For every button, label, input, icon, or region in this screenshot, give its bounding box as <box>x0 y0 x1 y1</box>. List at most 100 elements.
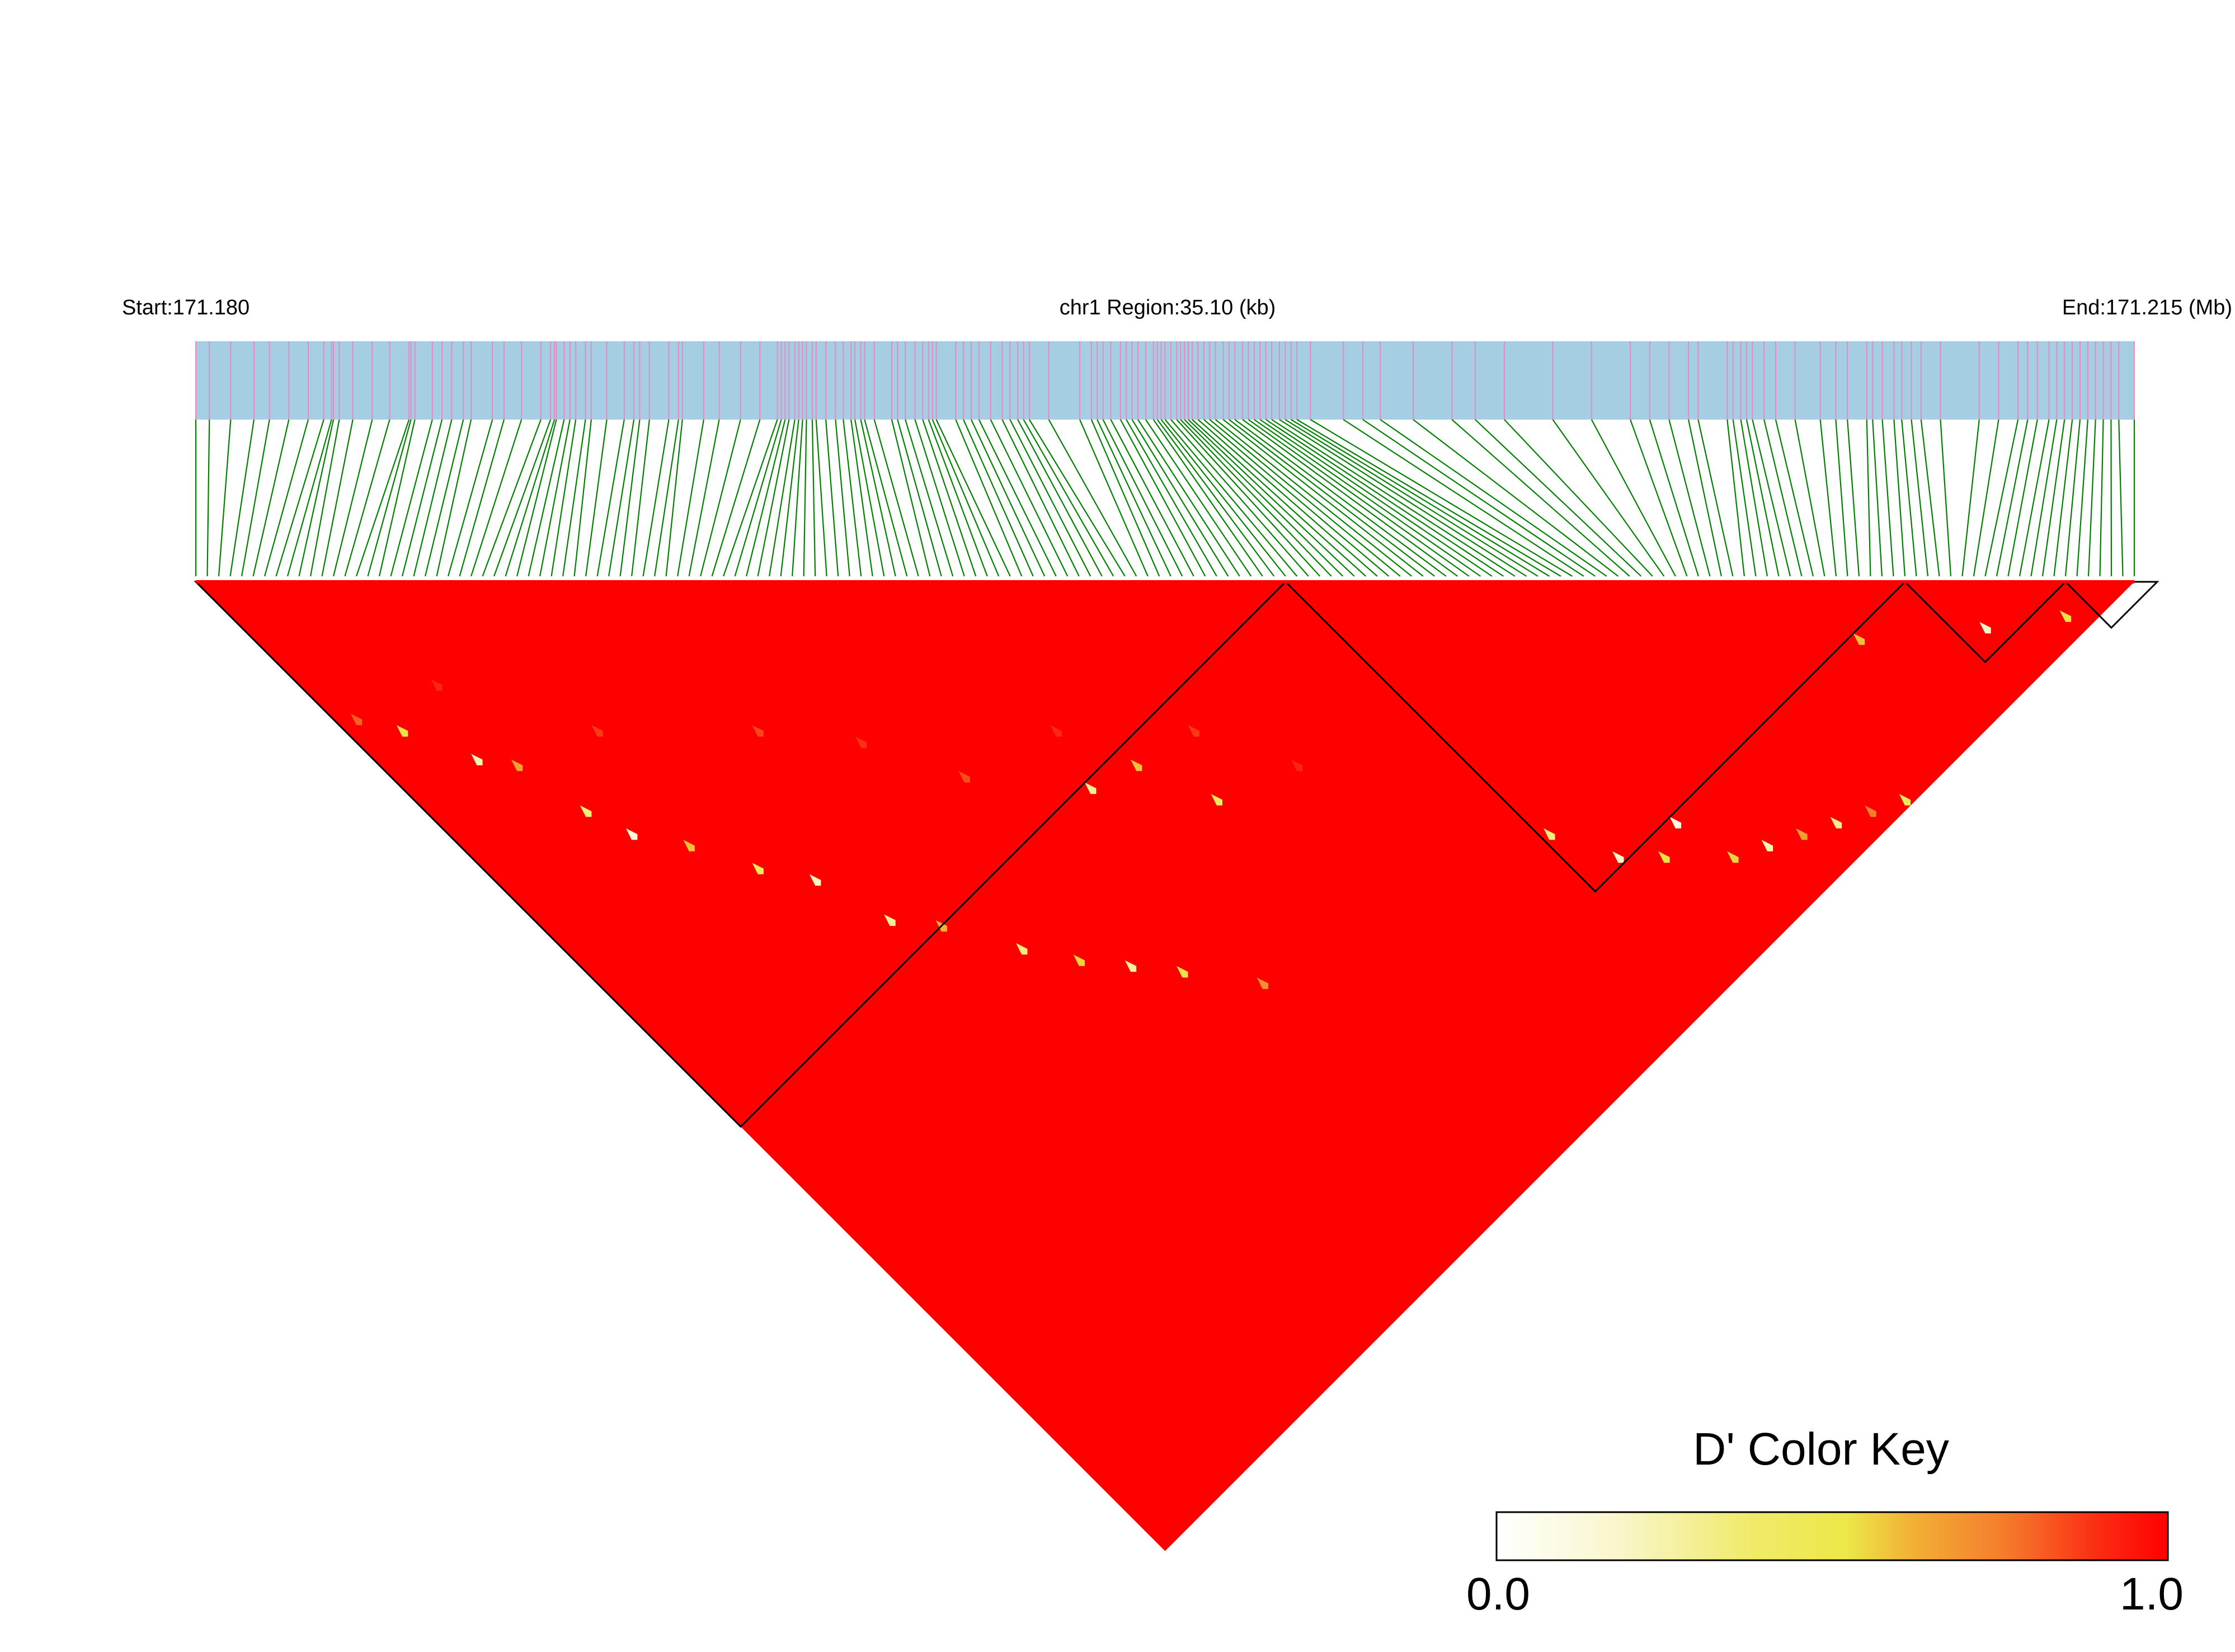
color-key: D' Color Key 0.0 1.0 <box>1466 1424 2184 1620</box>
snp-connector-33 <box>573 419 592 577</box>
snp-connector-113 <box>1259 419 1493 577</box>
snp-connector-126 <box>1475 419 1642 577</box>
snp-connector-30 <box>539 419 571 577</box>
snp-connector-59 <box>850 419 873 577</box>
snp-connector-1 <box>206 419 210 577</box>
ld-cell-22 <box>855 736 867 749</box>
ld-cell-1 <box>396 725 408 737</box>
snp-connector-17 <box>390 419 433 577</box>
snp-connector-78 <box>1009 419 1091 577</box>
snp-connector-79 <box>1017 419 1103 577</box>
ld-cell-7 <box>752 863 764 874</box>
snp-connector-36 <box>608 419 635 577</box>
snp-connector-130 <box>1630 419 1688 577</box>
snp-connector-93 <box>1152 419 1263 577</box>
snp-connector-31 <box>550 419 577 577</box>
snp-connector-25 <box>482 419 542 577</box>
ld-cell-26 <box>1291 759 1303 771</box>
snp-connector-100 <box>1184 419 1344 577</box>
ld-cell-8 <box>809 874 821 886</box>
snp-connector-18 <box>401 419 443 577</box>
snp-connector-114 <box>1265 419 1504 577</box>
snp-connector-134 <box>1697 419 1734 577</box>
ld-cell-31 <box>1727 851 1739 863</box>
snp-connector-90 <box>1131 419 1229 577</box>
snp-connector-81 <box>1029 419 1126 577</box>
snp-connector-45 <box>711 419 761 577</box>
snp-connector-163 <box>2064 419 2081 577</box>
snp-connector-80 <box>1023 419 1114 577</box>
ld-cell-16 <box>1085 782 1097 794</box>
snp-connector-15 <box>367 419 412 577</box>
snp-connector-34 <box>585 419 608 577</box>
snp-connector-131 <box>1649 419 1699 577</box>
snp-connector-148 <box>1881 419 1894 577</box>
snp-connector-139 <box>1752 419 1791 577</box>
ld-cell-0 <box>350 713 363 726</box>
ld-cell-39 <box>2059 610 2072 622</box>
snp-connector-141 <box>1775 419 1814 577</box>
snp-connector-155 <box>1973 419 1999 577</box>
snp-connector-161 <box>2041 419 2065 577</box>
snp-connector-86 <box>1102 419 1183 577</box>
snp-connector-35 <box>596 419 625 577</box>
ld-cell-33 <box>1796 828 1808 840</box>
ld-cell-9 <box>884 914 896 926</box>
snp-connector-153 <box>1940 419 1952 577</box>
ld-cell-15 <box>1257 977 1268 989</box>
region-start-label: Start:171.180 <box>122 296 250 319</box>
snp-connector-149 <box>1893 419 1906 577</box>
snp-connector-74 <box>971 419 1046 577</box>
snp-connector-103 <box>1197 419 1378 577</box>
snp-connector-108 <box>1229 419 1435 577</box>
snp-connector-44 <box>700 419 741 577</box>
snp-connector-162 <box>2053 419 2073 577</box>
snp-connector-147 <box>1872 419 1883 577</box>
ld-cell-19 <box>431 679 443 691</box>
snp-connector-136 <box>1732 419 1757 577</box>
snp-connector-12 <box>332 419 373 577</box>
snp-tick-group <box>195 341 2135 420</box>
snp-connector-168 <box>2118 419 2124 577</box>
snp-connector-27 <box>505 419 556 577</box>
snp-connector-8 <box>286 419 332 577</box>
snp-connector-128 <box>1552 419 1665 577</box>
snp-connector-39 <box>642 419 670 577</box>
snp-connector-41 <box>665 419 683 577</box>
snp-connector-120 <box>1310 419 1573 577</box>
snp-connector-117 <box>1284 419 1538 577</box>
snp-connector-129 <box>1591 419 1676 577</box>
snp-connector-76 <box>990 419 1069 577</box>
snp-connector-7 <box>275 419 324 577</box>
snp-connector-135 <box>1726 419 1745 577</box>
snp-connector-21 <box>436 419 472 577</box>
ld-triangle <box>194 580 2159 1551</box>
ld-cell-21 <box>752 725 764 737</box>
snp-connector-61 <box>860 419 896 577</box>
ld-cell-13 <box>1124 960 1137 972</box>
snp-connector-144 <box>1835 419 1848 577</box>
snp-connector-132 <box>1668 419 1711 577</box>
snp-connector-96 <box>1164 419 1298 577</box>
snp-connector-152 <box>1920 419 1940 577</box>
snp-connector-142 <box>1794 419 1825 577</box>
snp-connector-104 <box>1203 419 1390 577</box>
snp-connector-56 <box>825 419 839 577</box>
snp-connector-51 <box>780 419 799 577</box>
snp-connector-124 <box>1413 419 1619 577</box>
snp-connector-116 <box>1279 419 1527 577</box>
snp-connector-166 <box>2099 419 2104 577</box>
snp-connector-140 <box>1763 419 1803 577</box>
ld-cell-25 <box>1188 725 1199 737</box>
snp-connector-121 <box>1343 419 1584 577</box>
snp-connector-109 <box>1234 419 1447 577</box>
snp-connector-77 <box>1001 419 1080 577</box>
chromosome-track <box>195 341 2135 420</box>
snp-connector-122 <box>1362 419 1596 577</box>
snp-connector-group <box>195 419 2135 577</box>
snp-connector-10 <box>309 419 340 577</box>
ld-cell-5 <box>625 828 638 840</box>
snp-connector-94 <box>1156 419 1275 577</box>
snp-connector-71 <box>935 419 1011 577</box>
snp-connector-53 <box>803 419 807 577</box>
